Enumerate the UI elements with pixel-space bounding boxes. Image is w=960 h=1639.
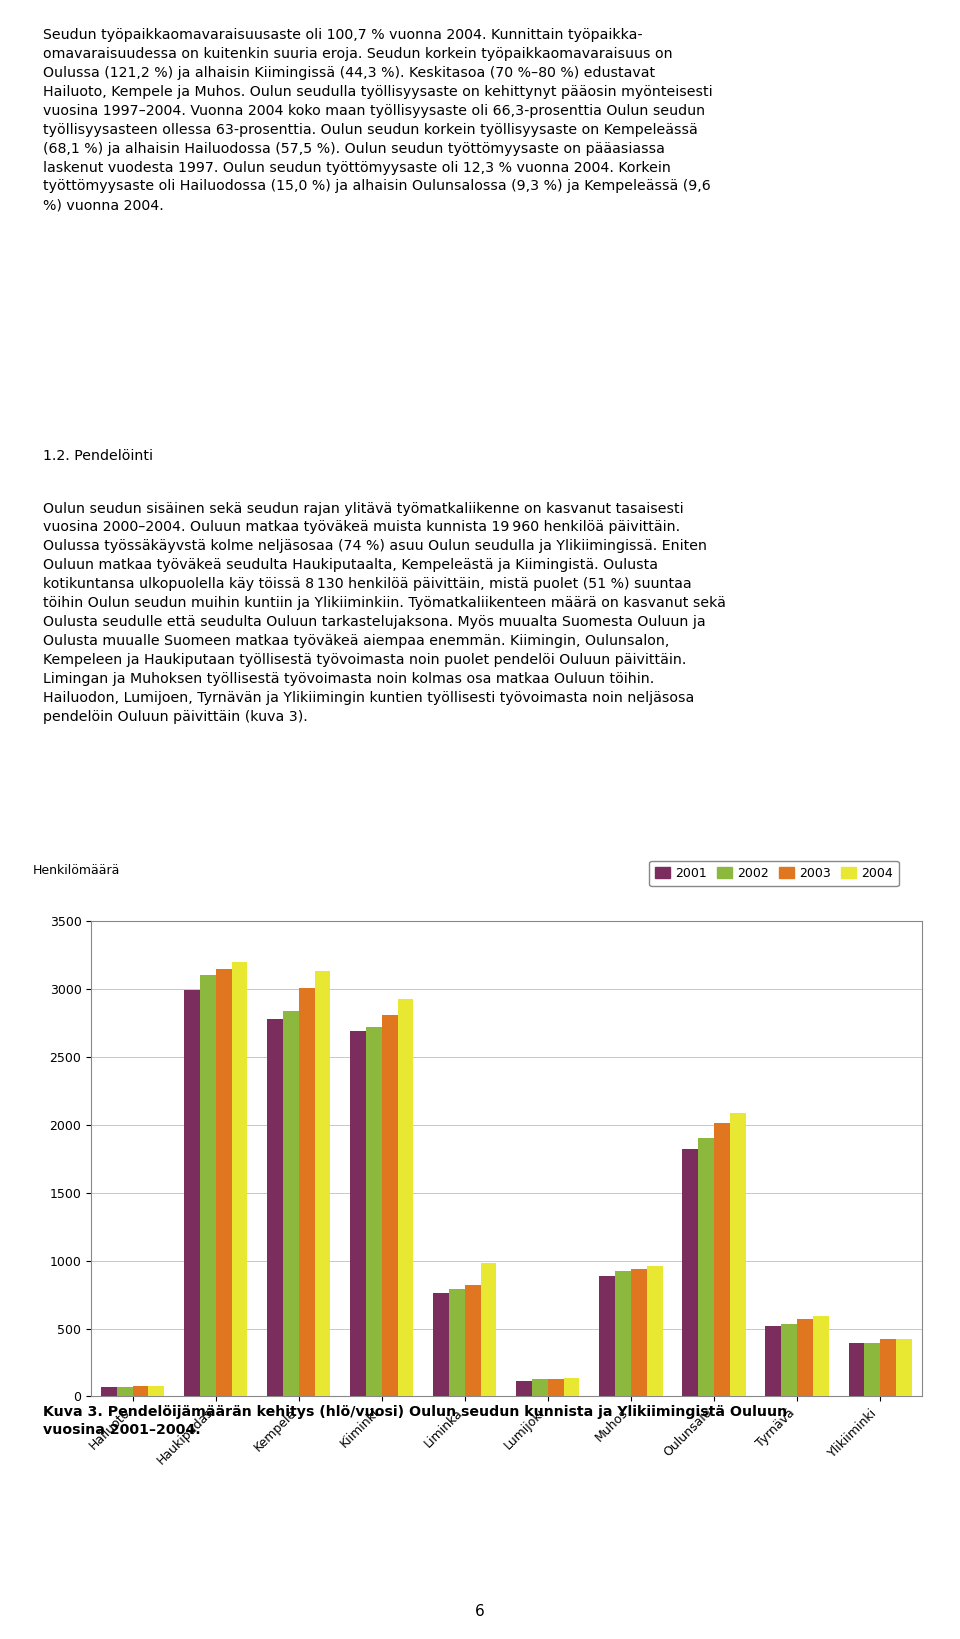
Bar [849,1344,864,1396]
Bar [149,1385,164,1396]
Bar [896,1339,912,1396]
Bar [366,1028,382,1396]
Bar [267,1019,283,1396]
Bar [132,1387,149,1396]
Bar [599,1275,615,1396]
Bar [117,1387,132,1396]
Bar [481,1264,496,1396]
Bar [714,1123,730,1396]
Text: Oulun seudun sisäinen sekä seudun rajan ylitävä työmatkaliikenne on kasvanut tas: Oulun seudun sisäinen sekä seudun rajan … [43,502,726,724]
Bar [184,990,200,1396]
Bar [516,1382,532,1396]
Legend: 2001, 2002, 2003, 2004: 2001, 2002, 2003, 2004 [649,860,899,887]
Text: Kuva 3. Pendelöijämäärän kehitys (hlö/vuosi) Oulun seudun kunnista ja Ylikiiming: Kuva 3. Pendelöijämäärän kehitys (hlö/vu… [43,1405,787,1437]
Bar [683,1149,698,1396]
Bar [615,1272,631,1396]
Bar [864,1344,880,1396]
Bar [101,1387,117,1396]
Bar [283,1011,299,1396]
Bar [200,975,216,1396]
Text: Henkilömäärä: Henkilömäärä [33,864,120,877]
Bar [315,972,330,1396]
Bar [797,1319,813,1396]
Bar [880,1339,896,1396]
Bar [813,1316,828,1396]
Bar [532,1378,548,1396]
Text: 1.2. Pendelöinti: 1.2. Pendelöinti [43,449,154,464]
Bar [382,1015,397,1396]
Bar [231,962,248,1396]
Bar [299,988,315,1396]
Bar [433,1293,449,1396]
Bar [449,1290,465,1396]
Bar [350,1031,366,1396]
Text: 6: 6 [475,1605,485,1619]
Bar [730,1113,746,1396]
Bar [216,969,231,1396]
Text: Seudun työpaikkaomavaraisuusaste oli 100,7 % vuonna 2004. Kunnittain työpaikka-
: Seudun työpaikkaomavaraisuusaste oli 100… [43,28,713,213]
Bar [781,1324,797,1396]
Bar [397,998,414,1396]
Bar [564,1378,580,1396]
Bar [548,1378,564,1396]
Bar [647,1265,662,1396]
Bar [698,1139,714,1396]
Bar [765,1326,781,1396]
Bar [631,1269,647,1396]
Bar [465,1285,481,1396]
